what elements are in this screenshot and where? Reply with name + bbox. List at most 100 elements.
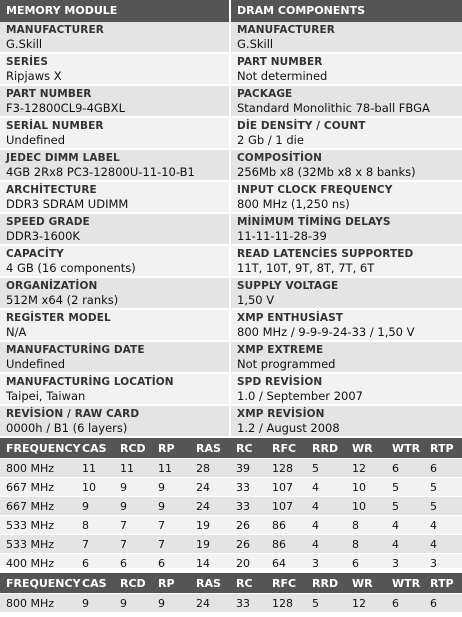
timing-cell: 8 — [352, 538, 359, 551]
timing-row: 533 MHz 8 7 7 19 26 86 4 8 4 4 — [0, 516, 462, 535]
spec-row: MANUFACTURER G.Skill MANUFACTURER G.Skill — [0, 22, 462, 54]
spec-row: ORGANİZATİON 512M x64 (2 ranks) SUPPLY VOL… — [0, 278, 462, 310]
dram-spec-label: SUPPLY VOLTAGE — [237, 280, 339, 292]
timing-column-header: FREQUENCY — [6, 442, 81, 455]
dram-spec-cell: XMP REVİSİON 1.2 / August 2008 — [231, 406, 462, 438]
timing-cell: 28 — [196, 462, 210, 475]
dram-spec-label: COMPOSİTİON — [237, 152, 323, 164]
timing-cell: 3 — [430, 557, 437, 570]
dram-spec-cell: XMP EXTREME Not programmed — [231, 342, 462, 374]
timing-column-header: CAS — [82, 577, 107, 590]
module-spec-label: REGİSTER MODEL — [6, 312, 111, 324]
timing-cell: 9 — [158, 500, 165, 513]
dram-spec-value: 2 Gb / 1 die — [237, 133, 304, 147]
timing-cell: 800 MHz — [6, 597, 55, 610]
timing-cell: 533 MHz — [6, 538, 55, 551]
dram-spec-cell: MANUFACTURER G.Skill — [231, 22, 462, 54]
timing-header-row: FREQUENCY CAS RCD RP RAS RC RFC RRD WR WTR RTP — [0, 438, 462, 459]
timing-cell: 667 MHz — [6, 481, 55, 494]
timing-cell: 11 — [120, 462, 134, 475]
timing-cell: 10 — [352, 481, 366, 494]
dram-spec-cell: DİE DENSİTY / COUNT 2 Gb / 1 die — [231, 118, 462, 150]
timing-cell: 128 — [272, 597, 293, 610]
spec-row: CAPACİTY 4 GB (16 components) READ LATENCİ… — [0, 246, 462, 278]
timing-cell: 6 — [352, 557, 359, 570]
timing-cell: 6 — [392, 597, 399, 610]
timing-cell: 667 MHz — [6, 500, 55, 513]
timing-column-header: WTR — [392, 442, 421, 455]
timing-column-header: RP — [158, 442, 175, 455]
memory-module-header: MEMORY MODULE — [0, 0, 231, 22]
timing-cell: 3 — [312, 557, 319, 570]
timing-cell: 12 — [352, 462, 366, 475]
timing-cell: 8 — [352, 519, 359, 532]
timing-column-header: RTP — [430, 577, 454, 590]
module-spec-value: 0000h / B1 (6 layers) — [6, 421, 128, 435]
dram-spec-value: Not programmed — [237, 357, 336, 371]
timing-cell: 64 — [272, 557, 286, 570]
module-spec-cell: SERİAL NUMBER Undefined — [0, 118, 231, 150]
dram-spec-value: Not determined — [237, 69, 328, 83]
dram-spec-cell: SPD REVİSİON 1.0 / September 2007 — [231, 374, 462, 406]
timing-cell: 24 — [196, 597, 210, 610]
dram-spec-cell: INPUT CLOCK FREQUENCY 800 MHz (1,250 ns) — [231, 182, 462, 214]
timing-column-header: RFC — [272, 442, 297, 455]
spec-row: REGİSTER MODEL N/A XMP ENTHUSİAST 800 MHz /… — [0, 310, 462, 342]
timing-cell: 9 — [82, 500, 89, 513]
module-spec-cell: MANUFACTURİNG LOCATİON Taipei, Taiwan — [0, 374, 231, 406]
dram-spec-label: SPD REVİSİON — [237, 376, 323, 388]
timing-cell: 33 — [236, 597, 250, 610]
timing-cell: 19 — [196, 538, 210, 551]
dram-spec-label: INPUT CLOCK FREQUENCY — [237, 184, 393, 196]
timing-column-header: RC — [236, 577, 253, 590]
dram-spec-cell: XMP ENTHUSİAST 800 MHz / 9-9-9-24-33 / 1,… — [231, 310, 462, 342]
timing-column-header: RAS — [196, 577, 221, 590]
module-spec-cell: SERİES Ripjaws X — [0, 54, 231, 86]
dram-spec-value: 800 MHz (1,250 ns) — [237, 197, 350, 211]
dram-spec-cell: PACKAGE Standard Monolithic 78-ball FBGA — [231, 86, 462, 118]
timing-column-header: WR — [352, 577, 373, 590]
module-spec-label: SERİAL NUMBER — [6, 120, 104, 132]
timing-cell: 800 MHz — [6, 462, 55, 475]
timing-cell: 6 — [158, 557, 165, 570]
spec-row: PART NUMBER F3-12800CL9-4GBXL PACKAGE Stand… — [0, 86, 462, 118]
module-spec-value: G.Skill — [6, 37, 43, 51]
timing-cell: 9 — [158, 481, 165, 494]
timing-column-header: FREQUENCY — [6, 577, 81, 590]
timing-cell: 6 — [120, 557, 127, 570]
timing-column-header: RP — [158, 577, 175, 590]
timing-column-header: WR — [352, 442, 373, 455]
dram-spec-cell: SUPPLY VOLTAGE 1,50 V — [231, 278, 462, 310]
timing-cell: 5 — [312, 597, 319, 610]
timing-cell: 107 — [272, 481, 293, 494]
module-spec-cell: ARCHİTECTURE DDR3 SDRAM UDIMM — [0, 182, 231, 214]
timing-cell: 86 — [272, 519, 286, 532]
timing-cell: 33 — [236, 481, 250, 494]
timing-table: FREQUENCY CAS RCD RP RAS RC RFC RRD WR WTR RTP 800 … — [0, 438, 462, 573]
module-spec-label: ORGANİZATİON — [6, 280, 98, 292]
timing-row: 667 MHz 9 9 9 24 33 107 4 10 5 5 — [0, 497, 462, 516]
timing-cell: 19 — [196, 519, 210, 532]
timing-column-header: CAS — [82, 442, 107, 455]
timing-cell: 7 — [158, 538, 165, 551]
timing-cell: 26 — [236, 538, 250, 551]
timing-column-header: WTR — [392, 577, 421, 590]
module-spec-cell: MANUFACTURİNG DATE Undefined — [0, 342, 231, 374]
module-spec-label: SERİES — [6, 56, 49, 68]
dram-spec-value: Standard Monolithic 78-ball FBGA — [237, 101, 430, 115]
spec-body: MANUFACTURER G.Skill MANUFACTURER G.Skill SE… — [0, 22, 462, 438]
dram-spec-cell: PART NUMBER Not determined — [231, 54, 462, 86]
dram-spec-label: MANUFACTURER — [237, 24, 335, 36]
timing-column-header: RRD — [312, 442, 339, 455]
dram-spec-cell: COMPOSİTİON 256Mb x8 (32Mb x8 x 8 banks) — [231, 150, 462, 182]
module-spec-value: Taipei, Taiwan — [6, 389, 86, 403]
dram-spec-value: 1.0 / September 2007 — [237, 389, 363, 403]
dram-spec-label: DİE DENSİTY / COUNT — [237, 120, 366, 132]
module-spec-value: Undefined — [6, 357, 65, 371]
module-spec-label: MANUFACTURER — [6, 24, 104, 36]
module-spec-value: Ripjaws X — [6, 69, 62, 83]
timing-cell: 14 — [196, 557, 210, 570]
module-spec-label: ARCHİTECTURE — [6, 184, 97, 196]
dram-spec-label: PART NUMBER — [237, 56, 323, 68]
timing-row: 533 MHz 7 7 7 19 26 86 4 8 4 4 — [0, 535, 462, 554]
